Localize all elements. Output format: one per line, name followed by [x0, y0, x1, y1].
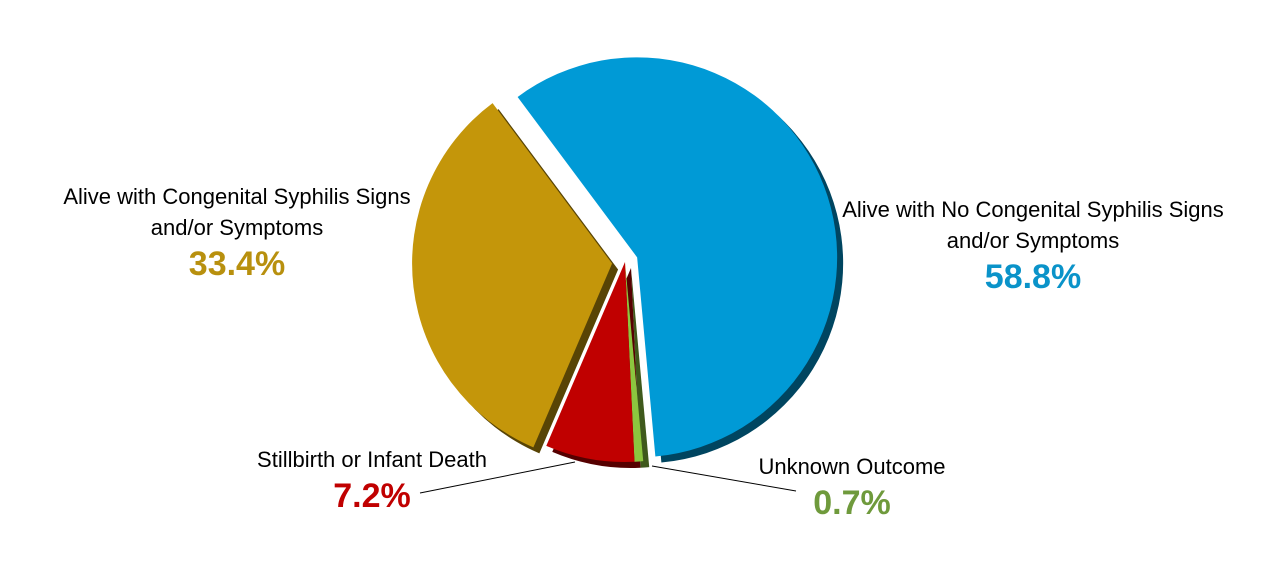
value-label: 7.2% [333, 477, 411, 515]
leader-line [651, 465, 797, 492]
category-label: Unknown Outcome [758, 454, 946, 479]
value-label: 33.4% [188, 245, 286, 283]
category-label: Stillbirth or Infant Death [257, 447, 487, 472]
slice [412, 103, 613, 448]
slice-label: Stillbirth or Infant Death 7.2% [212, 444, 532, 517]
slice [517, 57, 838, 457]
value-label: 0.7% [813, 484, 891, 522]
slice-label: Unknown Outcome 0.7% [702, 451, 1002, 524]
slice-label: Alive with No Congenital Syphilis Signs … [823, 194, 1243, 298]
slice-label: Alive with Congenital Syphilis Signs and… [47, 181, 427, 285]
slice [625, 262, 644, 462]
leader-line [419, 461, 576, 494]
category-label: Alive with Congenital Syphilis Signs and… [63, 184, 411, 240]
value-label: 58.8% [984, 258, 1082, 296]
slice-shadow [631, 268, 650, 468]
slices [412, 57, 844, 468]
slice [546, 262, 635, 462]
category-label: Alive with No Congenital Syphilis Signs … [842, 197, 1224, 253]
